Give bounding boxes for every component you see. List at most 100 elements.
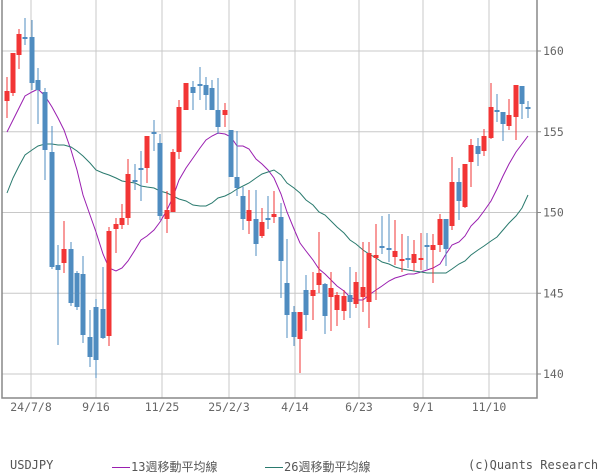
candle: [151, 120, 157, 151]
candle: [203, 77, 209, 110]
candle: [297, 312, 303, 373]
candle: [61, 221, 67, 273]
candle: [360, 242, 366, 312]
candle: [494, 94, 500, 122]
candle: [253, 190, 259, 256]
candle: [209, 80, 215, 110]
candle: [113, 218, 119, 253]
candle: [500, 112, 506, 141]
y-tick-label: 140: [543, 367, 564, 381]
candle: [328, 272, 334, 331]
candle: [10, 53, 16, 96]
candle: [42, 88, 48, 180]
ma26-line: [6, 143, 529, 274]
candle: [144, 136, 150, 183]
x-tick-label: 6/23: [345, 400, 373, 414]
y-tick-label: 160: [543, 44, 564, 58]
candle: [392, 220, 398, 265]
candle: [310, 272, 316, 320]
candle: [488, 83, 494, 139]
candle: [87, 310, 93, 367]
candle: [119, 204, 125, 229]
legend-item-ma13: 13週移動平均線: [112, 458, 217, 475]
x-tick-label: 11/25: [145, 400, 180, 414]
candle: [430, 234, 436, 283]
candle: [100, 267, 106, 339]
candle: [468, 139, 474, 187]
candle: [303, 275, 309, 331]
y-tick-label: 145: [543, 286, 564, 300]
candle: [80, 256, 86, 343]
symbol-label: USDJPY: [10, 458, 54, 472]
x-tick-label: 9/16: [82, 400, 110, 414]
candle: [22, 18, 28, 45]
candle: [35, 68, 41, 124]
moving-average-lines: [6, 88, 529, 301]
x-axis: 24/7/8 9/16 11/25 25/2/3 4/14 6/23 9/1 11/10: [10, 400, 506, 414]
candle: [183, 83, 189, 110]
candle: [456, 168, 462, 220]
candle: [222, 103, 228, 127]
copyright: (c)Quants Research: [468, 458, 599, 472]
candle: [418, 233, 424, 270]
candle: [462, 164, 468, 208]
candle: [322, 283, 328, 334]
candle: [424, 233, 430, 269]
candle: [316, 232, 322, 293]
candle: [341, 290, 347, 320]
y-axis: 140 145 150 155 160: [537, 44, 564, 381]
candle: [246, 190, 252, 234]
candle: [176, 100, 182, 159]
ma13-swatch-icon: [112, 467, 130, 468]
candle: [379, 216, 385, 254]
x-tick-label: 9/1: [413, 400, 434, 414]
x-tick-label: 24/7/8: [10, 400, 52, 414]
candles: [4, 18, 531, 378]
candle: [347, 267, 353, 318]
candle: [353, 272, 359, 308]
candle: [125, 159, 131, 225]
candle: [138, 151, 144, 201]
x-tick-label: 4/14: [281, 400, 309, 414]
candlestick-chart: 140 145 150 155 160 24/7/8 9/16 11/25 25/2/3 4/1…: [1, 0, 564, 414]
candle: [234, 131, 240, 196]
legend-item-ma26: 26週移動平均線: [265, 458, 370, 475]
ma13-line: [6, 88, 529, 301]
candle: [228, 130, 234, 177]
candle: [449, 157, 455, 230]
candle: [55, 245, 61, 345]
legend-label-ma26: 26週移動平均線: [284, 460, 371, 474]
x-tick-label: 25/2/3: [208, 400, 250, 414]
candle: [525, 101, 531, 118]
y-tick-label: 150: [543, 206, 564, 220]
candle: [74, 271, 80, 310]
y-tick-label: 155: [543, 125, 564, 139]
ma26-swatch-icon: [265, 467, 283, 468]
candle: [278, 203, 284, 298]
candle: [366, 242, 372, 328]
candle: [506, 99, 512, 130]
candle: [405, 236, 411, 268]
candle: [170, 149, 176, 212]
candle: [513, 85, 519, 140]
candle: [215, 78, 221, 134]
candle: [443, 219, 449, 266]
candle: [49, 126, 55, 269]
candle: [16, 29, 22, 69]
candle: [475, 138, 481, 166]
candle: [373, 224, 379, 300]
candle: [271, 191, 277, 223]
candle: [265, 196, 271, 229]
plot-frame: [1, 0, 538, 399]
candle: [190, 81, 196, 110]
x-tick-label: 11/10: [472, 400, 507, 414]
candle: [334, 292, 340, 326]
candle: [291, 306, 297, 346]
candle: [197, 67, 203, 100]
candle: [68, 242, 74, 306]
candle: [259, 208, 265, 238]
candle: [437, 214, 443, 252]
candle: [481, 129, 487, 156]
candle: [106, 227, 112, 346]
candle: [93, 299, 99, 378]
